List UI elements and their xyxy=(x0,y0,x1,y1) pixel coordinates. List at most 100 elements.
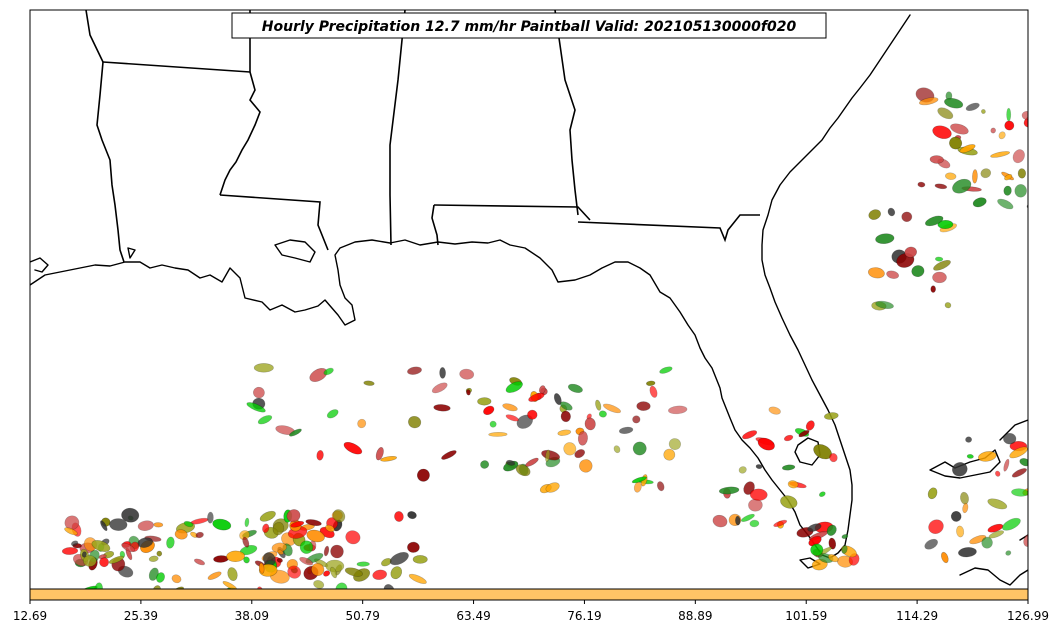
precip-cell xyxy=(357,418,367,429)
precip-cell xyxy=(156,572,165,583)
precip-cell xyxy=(166,536,175,549)
precip-cell xyxy=(416,468,430,482)
precip-cell xyxy=(459,368,475,380)
precip-cell xyxy=(1014,184,1027,198)
precip-cell xyxy=(1023,533,1028,547)
precip-cell xyxy=(950,511,962,522)
precip-cell xyxy=(557,429,572,436)
precip-cell xyxy=(988,530,1005,539)
colorbar-tick-label: 38.09 xyxy=(235,609,269,623)
colorbar-tick-label: 88.89 xyxy=(678,609,712,623)
precip-cell xyxy=(477,397,492,406)
precip-cell xyxy=(242,536,250,548)
precip-cell xyxy=(276,557,283,563)
precip-cell xyxy=(407,511,417,520)
state-boundaries xyxy=(85,10,760,263)
precip-cell xyxy=(137,520,154,531)
precip-cell xyxy=(712,514,728,528)
precip-cell xyxy=(981,109,986,114)
precip-cell xyxy=(987,498,1008,510)
precip-cell xyxy=(194,558,205,566)
precip-cell xyxy=(959,144,976,154)
precip-cell xyxy=(375,447,384,461)
precip-cell xyxy=(659,366,673,374)
precip-cell xyxy=(944,302,952,309)
precip-cell xyxy=(226,550,245,563)
precip-cell xyxy=(553,393,562,406)
precip-cell xyxy=(937,107,954,120)
precip-cell xyxy=(171,574,182,584)
precip-cell xyxy=(330,566,338,579)
colorbar-tick-label: 25.39 xyxy=(124,609,158,623)
precip-cell xyxy=(958,547,977,558)
precip-cell xyxy=(64,527,78,536)
precip-cell xyxy=(212,518,232,531)
precip-cell xyxy=(70,540,79,547)
precip-cell xyxy=(433,404,451,412)
precip-cell xyxy=(560,410,571,423)
precip-cell xyxy=(980,168,992,179)
precip-cell xyxy=(972,197,987,208)
precip-cell xyxy=(323,570,331,577)
precip-cell xyxy=(749,488,768,501)
precip-cell xyxy=(290,521,305,528)
precip-cell xyxy=(932,125,952,139)
precip-cell xyxy=(488,431,508,437)
precip-cell xyxy=(259,510,276,522)
precip-cell xyxy=(901,211,913,223)
precip-cell xyxy=(1004,120,1015,131)
precip-cell xyxy=(183,520,194,528)
precip-cell xyxy=(174,529,188,540)
precip-cell xyxy=(1004,174,1013,181)
precip-cell xyxy=(257,415,273,425)
precip-cell xyxy=(431,382,448,394)
colorbar xyxy=(29,588,1029,601)
precip-cell xyxy=(325,524,335,533)
precip-cell xyxy=(928,519,944,534)
precip-cell xyxy=(483,405,495,416)
colorbar-tick-label: 12.69 xyxy=(13,609,47,623)
colorbar-tick-label: 76.19 xyxy=(567,609,601,623)
precip-cell xyxy=(227,567,238,581)
precip-cell xyxy=(1009,446,1028,459)
precip-cell xyxy=(262,523,270,534)
precip-cell xyxy=(930,285,936,293)
precip-cell xyxy=(121,507,140,523)
precip-cell xyxy=(323,545,330,557)
precip-cell xyxy=(990,127,996,134)
precip-cell xyxy=(944,97,964,109)
precip-cell xyxy=(287,565,302,579)
precip-cell xyxy=(977,451,997,462)
precip-cell xyxy=(649,385,658,398)
precip-cell xyxy=(244,517,250,528)
precip-cell xyxy=(480,460,490,469)
precip-cell xyxy=(965,102,980,112)
precip-cell xyxy=(773,519,788,528)
precip-cell xyxy=(632,415,641,424)
colorbar-tick-label: 50.79 xyxy=(345,609,379,623)
precip-cell xyxy=(277,549,284,555)
precip-cell xyxy=(632,441,647,456)
precip-cell xyxy=(738,466,747,474)
precip-cell xyxy=(289,428,302,437)
title-box xyxy=(231,12,827,39)
precip-cell xyxy=(108,555,124,564)
precip-cell xyxy=(757,437,775,451)
precip-cell xyxy=(1026,203,1028,211)
precip-cell xyxy=(987,523,1004,533)
precip-cell xyxy=(952,178,972,194)
precip-cell xyxy=(875,233,895,244)
precip-cell xyxy=(918,97,939,106)
precip-cell xyxy=(656,481,665,492)
precip-cell xyxy=(636,401,651,411)
precip-cell xyxy=(798,430,810,438)
precip-cell xyxy=(841,545,848,554)
precip-cell xyxy=(156,550,163,557)
precip-cell xyxy=(527,409,538,420)
precip-cell xyxy=(841,534,849,539)
precip-cell xyxy=(927,487,938,500)
precip-cell xyxy=(407,541,420,553)
precip-cell xyxy=(867,267,885,279)
precip-cell xyxy=(567,383,583,393)
precip-cell xyxy=(886,270,899,279)
